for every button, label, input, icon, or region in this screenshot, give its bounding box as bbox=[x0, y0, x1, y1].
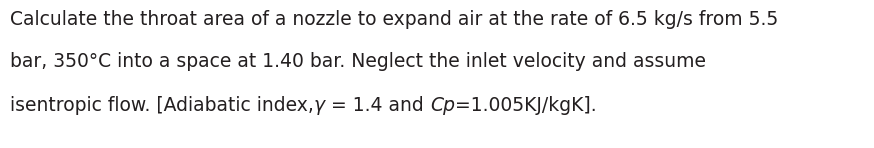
Text: isentropic flow. [Adiabatic index,: isentropic flow. [Adiabatic index, bbox=[10, 96, 314, 115]
Text: Cp: Cp bbox=[430, 96, 454, 115]
Text: Calculate the throat area of a nozzle to expand air at the rate of 6.5 kg/s from: Calculate the throat area of a nozzle to… bbox=[10, 10, 778, 29]
Text: =1.005KJ/kgK].: =1.005KJ/kgK]. bbox=[454, 96, 596, 115]
Text: γ: γ bbox=[314, 96, 325, 115]
Text: bar, 350°C into a space at 1.40 bar. Neglect the inlet velocity and assume: bar, 350°C into a space at 1.40 bar. Neg… bbox=[10, 52, 706, 71]
Text: = 1.4 and: = 1.4 and bbox=[325, 96, 430, 115]
